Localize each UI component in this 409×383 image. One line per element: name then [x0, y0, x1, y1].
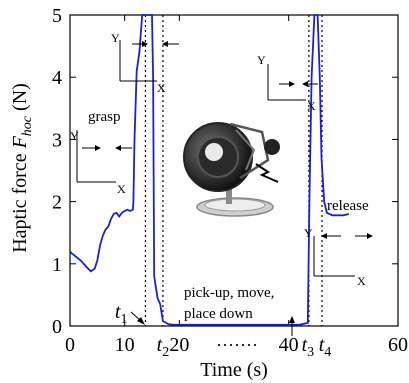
marker-t4-label: t4: [319, 334, 332, 360]
svg-text:Y: Y: [257, 53, 266, 67]
axis-ticks: [69, 14, 399, 327]
svg-text:Y: Y: [304, 226, 313, 240]
svg-text:Y: Y: [111, 31, 120, 45]
svg-text:X: X: [307, 99, 316, 113]
y-axis-title-var: F: [9, 135, 31, 149]
grasp-annotation: grasp Y X: [70, 109, 132, 196]
pickup-label-line2: place down: [184, 306, 253, 322]
y-tick-label: 3: [52, 129, 62, 151]
marker-t3-label: t3: [302, 334, 315, 360]
grip-axis-1: Y X: [111, 31, 179, 95]
x-tick-label: 60: [388, 334, 408, 356]
svg-text:X: X: [157, 81, 166, 95]
y-tick-label: 2: [52, 192, 62, 214]
x-tick-label: 40: [279, 334, 299, 356]
svg-text:Y: Y: [70, 129, 79, 143]
y-axis-title-unit: (N): [9, 83, 31, 116]
x-axis-title: Time (s): [200, 359, 268, 381]
grasp-label: grasp: [88, 109, 121, 125]
pickup-label-line1: pick-up, move,: [184, 285, 274, 301]
y-axis-title: Haptic force Fhoc (N): [9, 83, 35, 253]
x-tick-label: 0: [65, 334, 75, 356]
grip-axis-2: Y X: [257, 53, 318, 113]
pickup-annotation: pick-up, move, place down: [184, 285, 274, 322]
release-annotation: release Y X: [304, 198, 373, 288]
y-tick-label: 1: [52, 254, 62, 276]
y-axis-title-sub: hoc: [20, 115, 35, 136]
x-tick-labels: 0 10 20 40 60: [65, 334, 408, 356]
y-tick-label: 5: [52, 5, 62, 27]
force-series-line: [69, 14, 350, 326]
svg-text:X: X: [357, 274, 366, 288]
haptic-device-image: [183, 122, 280, 217]
marker-t1-label: t1: [115, 301, 128, 327]
y-axis-title-main: Haptic force: [9, 148, 31, 252]
marker-t2-label: t2: [157, 334, 170, 360]
x-gap-dots: ·······: [216, 335, 258, 355]
x-tick-label: 20: [169, 334, 189, 356]
y-tick-label: 0: [52, 316, 62, 338]
y-tick-labels: 0 1 2 3 4 5: [52, 5, 62, 338]
plot-frame: [69, 14, 399, 327]
y-tick-label: 4: [52, 67, 62, 89]
x-tick-label: 10: [115, 334, 135, 356]
svg-text:X: X: [117, 182, 126, 196]
release-label: release: [327, 198, 369, 214]
